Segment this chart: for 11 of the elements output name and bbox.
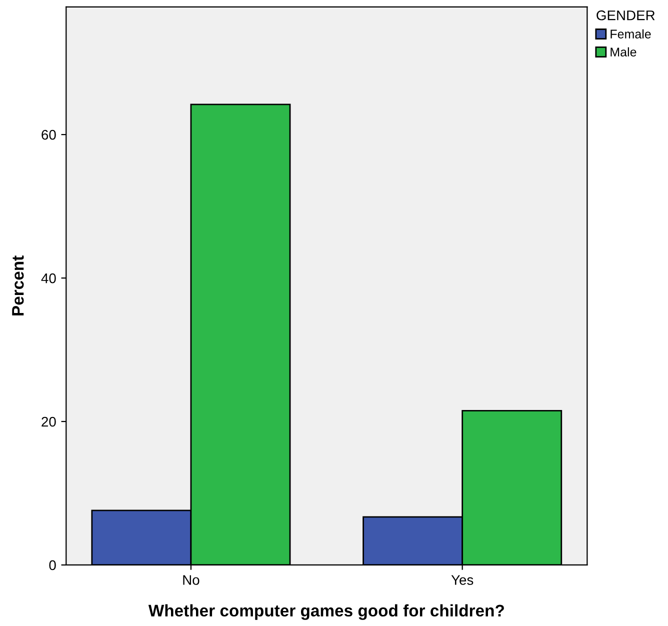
x-tick-label: No — [183, 575, 200, 585]
y-axis-title: Percent — [12, 256, 24, 316]
x-axis-title: Whether computer games good for children? — [148, 604, 504, 620]
y-tick-label: 60 — [42, 130, 56, 140]
y-tick-label: 20 — [42, 416, 56, 427]
y-tick-label: 0 — [49, 560, 56, 570]
y-tick-label: 40 — [41, 273, 56, 284]
x-tick-label: Yes — [451, 575, 474, 585]
legend-label: Male — [610, 47, 636, 56]
legend-title: GENDER — [596, 10, 655, 20]
legend-label: Female — [610, 29, 651, 38]
